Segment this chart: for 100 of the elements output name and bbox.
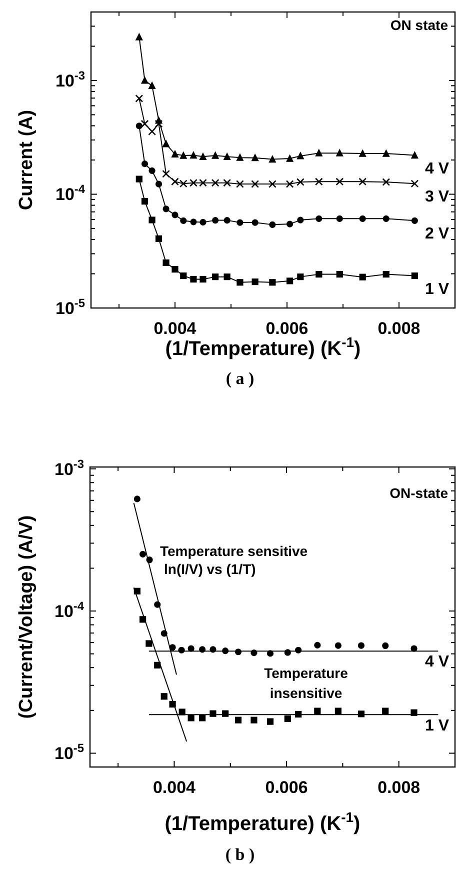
point bbox=[284, 715, 291, 722]
point bbox=[382, 708, 389, 714]
point bbox=[336, 148, 344, 156]
y-tick-label: 10$^{-5}$ bbox=[54, 741, 84, 764]
point bbox=[410, 150, 418, 159]
point bbox=[297, 216, 304, 224]
point bbox=[212, 151, 220, 159]
point bbox=[180, 151, 188, 159]
point bbox=[223, 178, 232, 187]
point bbox=[411, 272, 418, 280]
annotation: ln(I/V) vs (1/T) bbox=[164, 561, 256, 577]
point bbox=[141, 160, 148, 168]
y-tick-label: 10$^{-5}$ bbox=[56, 296, 86, 318]
point bbox=[155, 235, 162, 242]
point bbox=[236, 219, 244, 226]
point bbox=[160, 630, 168, 637]
point bbox=[140, 76, 149, 84]
point bbox=[336, 178, 344, 186]
point bbox=[382, 178, 390, 186]
point bbox=[169, 644, 176, 651]
point bbox=[382, 642, 389, 650]
point bbox=[134, 496, 140, 502]
point bbox=[136, 122, 142, 130]
point bbox=[268, 154, 276, 163]
point bbox=[200, 218, 206, 226]
annotation: Temperature bbox=[264, 665, 348, 681]
point bbox=[286, 180, 294, 188]
point bbox=[236, 153, 244, 161]
y-axis-title: Current (A) bbox=[16, 110, 37, 210]
point bbox=[224, 217, 230, 224]
x-tick-label: 0.006 bbox=[265, 778, 308, 797]
point bbox=[359, 215, 366, 222]
point bbox=[266, 650, 274, 657]
point bbox=[148, 167, 156, 174]
point bbox=[250, 716, 258, 724]
x-tick-label: 0.004 bbox=[152, 778, 196, 797]
point bbox=[188, 714, 194, 722]
point bbox=[139, 550, 146, 558]
point bbox=[411, 217, 418, 224]
point bbox=[162, 140, 170, 148]
point bbox=[252, 278, 258, 286]
point bbox=[146, 556, 153, 564]
point bbox=[252, 219, 258, 226]
point bbox=[154, 601, 161, 608]
point bbox=[410, 180, 419, 188]
text: ( b ) bbox=[225, 845, 255, 864]
legend-label: 1 V bbox=[424, 718, 450, 735]
point bbox=[236, 180, 244, 188]
point bbox=[162, 259, 170, 266]
point bbox=[251, 180, 260, 188]
point bbox=[358, 642, 365, 649]
x-tick-label: 0.008 bbox=[378, 319, 420, 338]
point bbox=[172, 266, 178, 273]
point bbox=[148, 81, 156, 89]
point bbox=[134, 588, 140, 594]
point bbox=[286, 278, 294, 284]
point bbox=[148, 128, 156, 136]
point bbox=[358, 178, 367, 186]
point bbox=[269, 221, 276, 228]
point bbox=[382, 215, 390, 222]
point bbox=[410, 645, 418, 652]
point bbox=[141, 198, 148, 205]
point bbox=[180, 217, 187, 224]
point bbox=[188, 645, 194, 652]
point bbox=[136, 176, 142, 182]
point bbox=[266, 718, 274, 725]
legend-label: 2 V bbox=[424, 226, 450, 243]
point bbox=[199, 646, 206, 653]
point bbox=[358, 149, 366, 157]
point bbox=[178, 646, 185, 654]
point bbox=[139, 616, 146, 623]
point bbox=[296, 152, 304, 160]
point bbox=[286, 154, 294, 162]
point bbox=[286, 220, 294, 228]
point bbox=[359, 274, 366, 280]
point bbox=[382, 270, 390, 278]
point bbox=[212, 274, 219, 280]
point bbox=[295, 646, 302, 654]
point bbox=[250, 650, 258, 656]
point bbox=[234, 648, 242, 656]
point bbox=[382, 149, 390, 157]
point bbox=[169, 700, 176, 708]
point bbox=[297, 274, 304, 280]
point bbox=[296, 178, 304, 186]
x-tick-label: 0.008 bbox=[378, 778, 420, 797]
point bbox=[135, 32, 143, 40]
point bbox=[234, 716, 242, 724]
point bbox=[210, 646, 216, 653]
point bbox=[295, 710, 302, 718]
point bbox=[190, 150, 198, 159]
point bbox=[211, 178, 220, 187]
point bbox=[140, 120, 149, 128]
point bbox=[162, 170, 170, 178]
point bbox=[172, 212, 178, 218]
annotation: Temperature sensitive bbox=[160, 543, 308, 559]
point bbox=[222, 648, 229, 654]
annotation: ON state bbox=[390, 17, 448, 33]
point bbox=[410, 709, 418, 716]
point bbox=[200, 276, 206, 283]
y-tick-label: 10$^{-4}$ bbox=[56, 182, 86, 204]
